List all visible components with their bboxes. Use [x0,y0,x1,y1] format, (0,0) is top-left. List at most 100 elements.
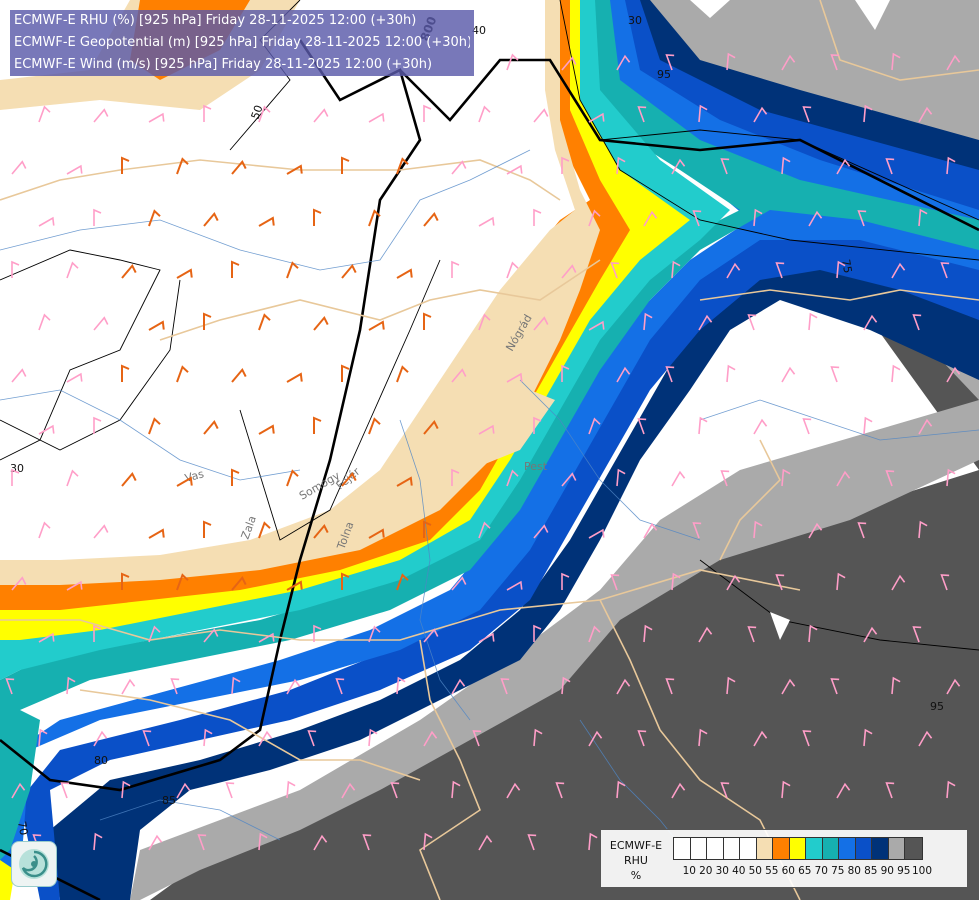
wind-barb [203,419,219,435]
rhu-label-95-east: 95 [930,700,944,713]
wind-barb [472,730,482,747]
wind-barb [286,261,299,279]
wind-barb [176,573,189,591]
wind-barb [946,54,961,71]
wind-barb [588,832,598,851]
legend-swatch [855,838,872,859]
wind-barb [478,216,495,227]
wind-barb [423,419,439,435]
legend-swatches [673,837,923,860]
wind-barb [918,730,933,747]
wind-barb [533,108,549,123]
legend-tick-label: 85 [864,865,878,877]
wind-barb [368,728,378,747]
wind-barb [396,157,409,175]
wind-barb [698,626,713,643]
wind-barb [720,158,730,175]
wind-barb [93,416,102,434]
wind-barb [561,676,571,695]
wind-barb [478,424,495,435]
wind-barb [643,522,658,539]
wind-barb [781,54,796,71]
wind-barb [38,521,51,539]
wind-barb [533,416,542,434]
wind-barb [258,424,275,435]
rhu-band-65 [0,0,730,680]
wind-barb [286,678,301,695]
wind-barb [258,832,268,851]
wind-barb [561,572,570,590]
legend-tick-label: 65 [798,865,812,877]
wind-barb [286,372,303,383]
wind-barb [637,106,647,123]
wind-barb [533,728,543,747]
wind-barb [148,112,165,123]
rhu-corner-teal [0,700,40,860]
wind-barb [885,158,895,175]
wind-barb [341,782,356,799]
wind-barb [912,314,922,331]
header-geopotential-title: ECMWF-E Geopotential (m) [925 hPa] Frida… [14,35,470,50]
wind-barb [506,580,523,591]
wind-barb [698,104,708,123]
wind-barb [506,372,523,383]
wind-barb [940,574,950,591]
wind-barb [258,216,275,227]
wind-barb [93,730,108,747]
wind-barb [478,105,491,123]
legend-swatch [674,838,691,859]
wind-barb [610,574,620,591]
wind-barb [451,678,466,695]
wind-barb [148,417,161,435]
wind-barb [830,366,840,383]
legend-swatch [707,838,724,859]
legend-swatch [756,838,773,859]
rhu-wheat-island [445,295,555,470]
wind-barb [286,780,296,799]
wind-barb [692,522,702,539]
wind-barb [885,782,895,799]
place-label-pest: Pest [524,460,548,473]
wind-barb [891,364,901,383]
header-rhu-title: ECMWF-E RHU (%) [925 hPa] Friday 28-11-2… [14,13,417,28]
wind-barb [170,678,180,695]
wind-barb [863,626,878,643]
wind-barb [830,54,840,71]
wind-barb [396,365,409,383]
rhu-band-85 [50,0,979,900]
rhu-label-80: 80 [94,754,108,767]
wind-barb [891,262,906,279]
wind-barb [946,780,956,799]
wind-barb [643,210,658,227]
wind-barb [258,521,271,539]
wind-barb [231,676,241,695]
legend-tick-label: 90 [880,865,894,877]
legend-swatch [723,838,740,859]
wind-barb [527,834,537,851]
wind-barb [11,468,20,486]
wind-barb [203,520,212,538]
legend-tick-label: 55 [765,865,779,877]
wind-barb [506,782,521,799]
wind-barb [11,368,27,383]
wind-barb [307,730,317,747]
wind-barb [11,260,20,278]
rhu-label-85: 85 [162,794,176,807]
wind-barb [808,312,818,331]
wind-barb [176,782,191,799]
wind-barb [148,834,163,851]
wind-barb [802,106,812,123]
wind-barb [313,108,329,123]
wind-barb [671,470,686,487]
wind-barb [940,262,950,279]
wind-barb [588,209,601,227]
wind-barb [258,632,275,643]
wind-barb [313,523,329,539]
wind-barb [176,365,189,383]
wind-barb [720,470,730,487]
wind-barb [341,263,357,279]
wind-barb [533,524,549,539]
wind-barb [643,624,653,643]
wind-barb [203,104,212,122]
wind-barb [781,678,796,695]
